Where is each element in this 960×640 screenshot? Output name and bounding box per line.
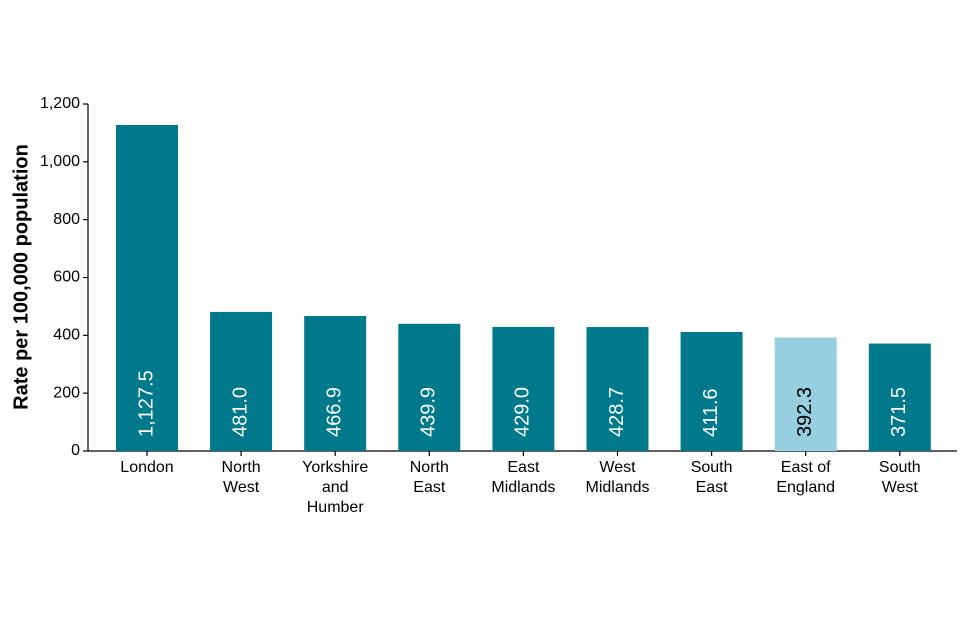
y-tick-label: 200 [53, 384, 80, 401]
bar [680, 331, 743, 451]
bar [586, 327, 649, 451]
value-label: 1,127.5 [135, 370, 157, 437]
x-tick-label: South East [690, 459, 733, 496]
y-tick-label: 400 [53, 327, 80, 344]
x-tick-label: East Midlands [491, 459, 556, 496]
y-tick-label: 1,200 [40, 95, 80, 112]
x-tick-label: North West [221, 459, 261, 496]
value-label: 439.9 [418, 387, 440, 437]
x-tick-label: Yorkshire and Humber [302, 459, 369, 516]
value-label: 428.7 [606, 387, 628, 437]
bar [304, 315, 367, 451]
y-axis-title: Rate per 100,000 population [10, 144, 32, 410]
value-label: 429.0 [512, 387, 534, 437]
value-label: 371.5 [888, 387, 910, 437]
bar [492, 326, 555, 451]
bar [868, 343, 931, 451]
x-tick-label: West Midlands [585, 459, 650, 496]
bar [398, 323, 461, 451]
y-tick-label: 0 [71, 442, 80, 459]
value-label: 481.0 [229, 387, 251, 437]
bar [116, 124, 178, 451]
y-tick-label: 600 [53, 269, 80, 286]
x-tick-label: East of England [776, 459, 836, 496]
value-label: 466.9 [323, 387, 345, 437]
x-tick-label: North East [409, 459, 449, 496]
bar [774, 337, 837, 451]
value-label: 392.3 [794, 387, 816, 437]
y-tick-label: 1,000 [40, 153, 80, 170]
value-label: 411.6 [700, 388, 722, 437]
x-tick-label: London [120, 459, 174, 476]
y-tick-label: 800 [53, 211, 80, 228]
x-tick-label: South West [878, 459, 921, 496]
bar [210, 311, 273, 451]
